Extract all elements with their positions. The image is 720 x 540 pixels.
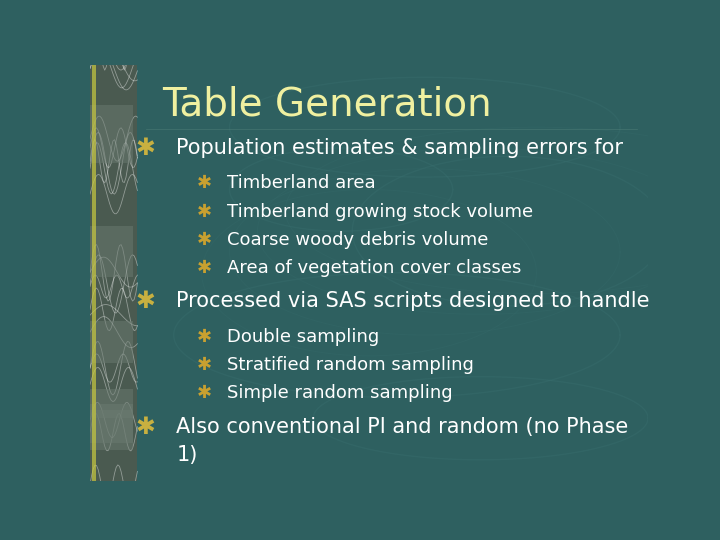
Text: Also conventional PI and random (no Phase: Also conventional PI and random (no Phas… <box>176 416 629 436</box>
FancyBboxPatch shape <box>91 65 96 481</box>
Text: Coarse woody debris volume: Coarse woody debris volume <box>227 231 488 249</box>
FancyBboxPatch shape <box>90 410 132 450</box>
Text: Timberland growing stock volume: Timberland growing stock volume <box>227 202 533 220</box>
FancyBboxPatch shape <box>90 65 138 481</box>
Text: ✱: ✱ <box>197 259 212 277</box>
Text: Simple random sampling: Simple random sampling <box>227 384 452 402</box>
Text: ✱: ✱ <box>197 202 212 220</box>
Text: Area of vegetation cover classes: Area of vegetation cover classes <box>227 259 521 277</box>
Text: ✱: ✱ <box>136 289 156 313</box>
Text: Population estimates & sampling errors for: Population estimates & sampling errors f… <box>176 138 624 158</box>
Text: Table Generation: Table Generation <box>163 85 492 124</box>
FancyBboxPatch shape <box>90 403 132 443</box>
Text: ✱: ✱ <box>197 356 212 374</box>
Text: ✱: ✱ <box>136 415 156 438</box>
Text: 1): 1) <box>176 445 198 465</box>
Text: Stratified random sampling: Stratified random sampling <box>227 356 474 374</box>
Text: Processed via SAS scripts designed to handle: Processed via SAS scripts designed to ha… <box>176 292 650 312</box>
Text: ✱: ✱ <box>197 231 212 249</box>
Text: ✱: ✱ <box>197 174 212 192</box>
FancyBboxPatch shape <box>90 321 132 363</box>
Text: ✱: ✱ <box>197 384 212 402</box>
FancyBboxPatch shape <box>90 226 132 276</box>
FancyBboxPatch shape <box>90 389 132 418</box>
Text: Timberland area: Timberland area <box>227 174 375 192</box>
FancyBboxPatch shape <box>90 105 132 163</box>
Text: ✱: ✱ <box>136 136 156 160</box>
Text: Double sampling: Double sampling <box>227 328 379 346</box>
Text: ✱: ✱ <box>197 328 212 346</box>
